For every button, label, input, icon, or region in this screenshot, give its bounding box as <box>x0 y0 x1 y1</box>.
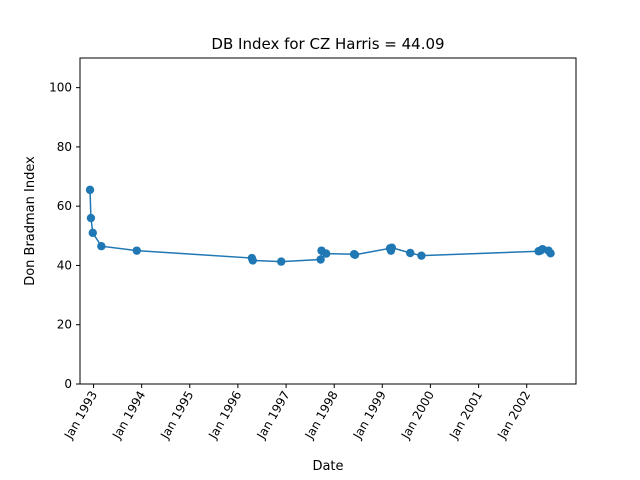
y-tick-label: 0 <box>64 377 72 391</box>
y-tick-label: 100 <box>49 81 72 95</box>
x-tick-label: Jan 1997 <box>254 389 293 443</box>
data-point <box>97 241 106 251</box>
y-tick-label: 60 <box>57 199 72 213</box>
x-tick-label: Jan 2002 <box>494 389 533 443</box>
x-tick-label: Jan 2001 <box>446 389 485 443</box>
y-tick-label: 40 <box>57 258 72 272</box>
y-axis: 0 20 40 60 80 100 <box>49 81 80 391</box>
chart-title: DB Index for CZ Harris = 44.09 <box>211 35 444 53</box>
data-point <box>387 243 397 252</box>
data-point <box>248 256 257 265</box>
data-point <box>88 228 97 238</box>
x-tick-label: Jan 1998 <box>302 389 341 443</box>
data-point <box>546 249 555 258</box>
data-point <box>86 213 96 223</box>
data-point <box>321 249 331 258</box>
x-axis: Jan 1993 Jan 1994 Jan 1995 Jan 1996 Jan 1997… <box>61 384 533 442</box>
data-point <box>316 255 325 264</box>
x-tick-label: Jan 2000 <box>398 389 437 443</box>
x-tick-label: Jan 1996 <box>205 389 244 443</box>
data-point <box>277 257 286 266</box>
x-tick-label: Jan 1993 <box>61 389 100 443</box>
x-tick-label: Jan 1995 <box>157 389 196 443</box>
data-point <box>132 246 141 255</box>
data-point <box>85 185 95 195</box>
y-axis-label: Don Bradman Index <box>23 156 38 286</box>
data-point <box>406 248 415 258</box>
data-point <box>417 251 426 260</box>
x-tick-label: Jan 1999 <box>350 389 389 443</box>
x-axis-label: Date <box>312 459 343 474</box>
data-point <box>350 250 360 259</box>
y-tick-label: 80 <box>57 140 72 154</box>
x-tick-label: Jan 1994 <box>109 389 148 443</box>
series-layer <box>85 185 555 266</box>
plot-frame <box>79 57 577 385</box>
y-tick-label: 20 <box>57 318 72 332</box>
